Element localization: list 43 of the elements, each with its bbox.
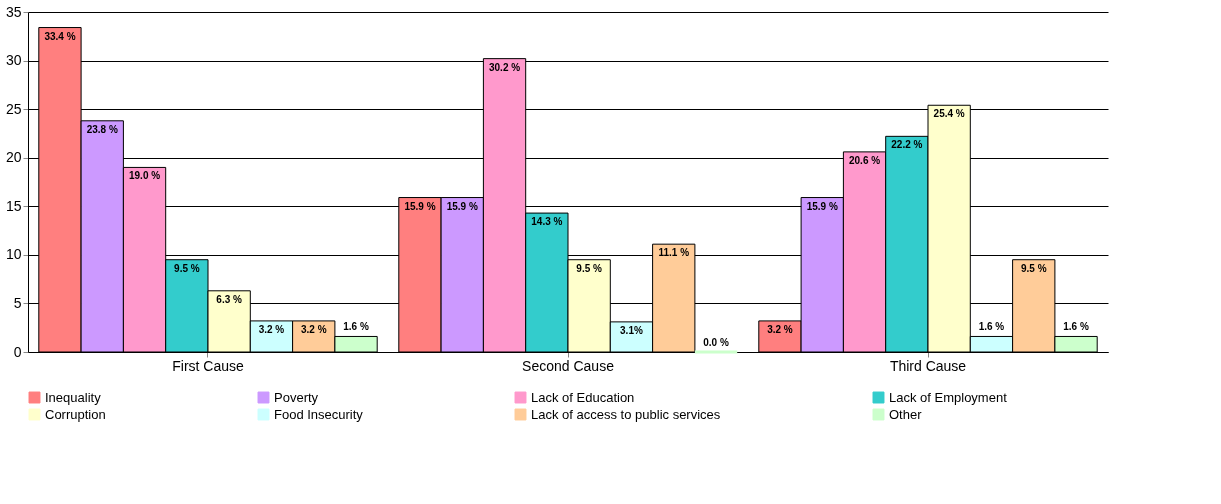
- y-tick-label: 10: [5, 246, 22, 263]
- legend-label: Poverty: [274, 389, 319, 405]
- x-tick-label: Second Cause: [522, 357, 615, 374]
- data-label: 9.5 %: [1020, 262, 1047, 274]
- data-label: 23.8 %: [86, 123, 118, 135]
- data-label: 3.2 %: [300, 323, 327, 335]
- data-label: 20.6 %: [848, 154, 881, 166]
- data-label: 11.1 %: [658, 247, 690, 259]
- y-tick-label: 15: [5, 197, 22, 214]
- data-label: 19.0 %: [128, 170, 161, 182]
- data-label: 1.6 %: [343, 321, 369, 333]
- data-label: 14.3 %: [531, 216, 563, 228]
- legend-label: Lack of Employment: [889, 389, 1008, 405]
- legend-label: Lack of access to public services: [531, 406, 721, 422]
- legend-label: Food Insecurity: [274, 406, 364, 422]
- data-label: 15.9 %: [446, 200, 478, 212]
- y-tick-label: 35: [5, 3, 22, 20]
- data-label: 3.2 %: [767, 323, 793, 335]
- y-tick-label: 20: [5, 149, 22, 166]
- data-label: 3.1%: [620, 324, 643, 336]
- y-tick-label: 5: [13, 294, 22, 311]
- data-label: 22.2 %: [891, 139, 923, 151]
- data-label: 6.3 %: [216, 293, 243, 305]
- data-label: 25.4 %: [933, 108, 965, 120]
- data-label: 15.9 %: [404, 200, 436, 212]
- data-label: 0.0 %: [703, 337, 729, 348]
- legend-label: Other: [889, 406, 923, 422]
- data-label: 9.5 %: [576, 262, 603, 274]
- data-label: 33.4 %: [44, 30, 76, 42]
- data-label: 15.9 %: [806, 200, 838, 212]
- data-label: 3.2 %: [258, 323, 285, 335]
- y-tick-label: 0: [13, 343, 22, 360]
- y-tick-label: 30: [5, 52, 22, 69]
- legend-label: Lack of Education: [531, 389, 635, 405]
- legend-label: Corruption: [45, 406, 106, 422]
- data-label: 1.6 %: [1063, 321, 1089, 333]
- x-tick-label: Third Cause: [889, 357, 967, 374]
- y-tick-label: 25: [5, 100, 22, 117]
- data-label: 1.6 %: [978, 321, 1005, 333]
- data-label: 30.2 %: [488, 61, 521, 73]
- data-label: 9.5 %: [174, 262, 200, 274]
- x-tick-label: First Cause: [172, 357, 244, 374]
- legend-label: Inequality: [45, 389, 102, 405]
